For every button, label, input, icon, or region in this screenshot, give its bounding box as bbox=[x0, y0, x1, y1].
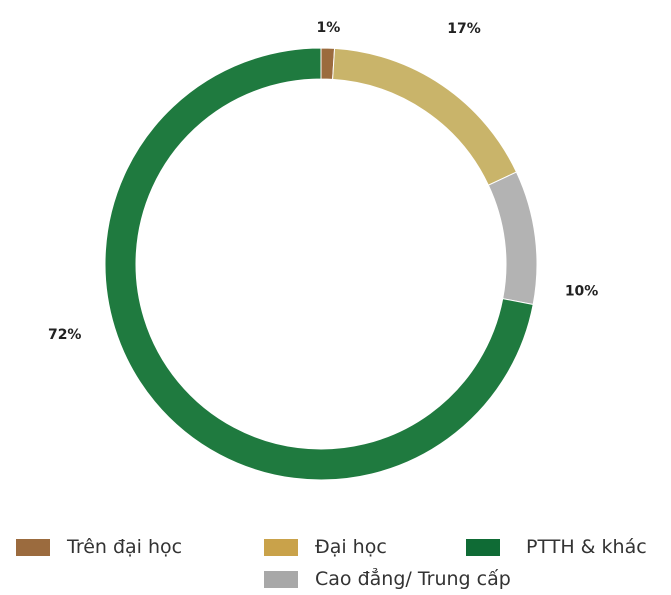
legend-item-ptth-khac: PTTH & khác bbox=[466, 536, 647, 558]
legend-label: Trên đại học bbox=[67, 536, 183, 558]
donut-slice-3 bbox=[104, 47, 534, 481]
legend-item-tren-dai-hoc: Trên đại học bbox=[16, 536, 182, 558]
legend-swatch bbox=[16, 538, 50, 556]
donut-slices bbox=[104, 47, 538, 481]
percent-labels: 1% 17% 10% 72% bbox=[48, 20, 598, 343]
slice-label-1: 17% bbox=[447, 21, 481, 37]
legend-label: Đại học bbox=[315, 536, 387, 558]
donut-slice-1 bbox=[332, 47, 518, 186]
donut-chart: 1% 17% 10% 72% bbox=[48, 20, 598, 481]
legend-swatch bbox=[466, 538, 500, 556]
legend-swatch bbox=[264, 538, 298, 556]
slice-label-0: 1% bbox=[317, 20, 341, 36]
legend-item-cao-dang-trung-cap: Cao đẳng/ Trung cấp bbox=[264, 568, 511, 590]
slice-label-2: 10% bbox=[565, 283, 599, 299]
donut-slice-2 bbox=[487, 171, 538, 306]
legend-item-dai-hoc: Đại học bbox=[264, 536, 387, 558]
legend-label: Cao đẳng/ Trung cấp bbox=[315, 568, 511, 590]
legend-label: PTTH & khác bbox=[526, 536, 647, 558]
legend-swatch bbox=[264, 570, 298, 588]
slice-label-3: 72% bbox=[48, 327, 82, 343]
